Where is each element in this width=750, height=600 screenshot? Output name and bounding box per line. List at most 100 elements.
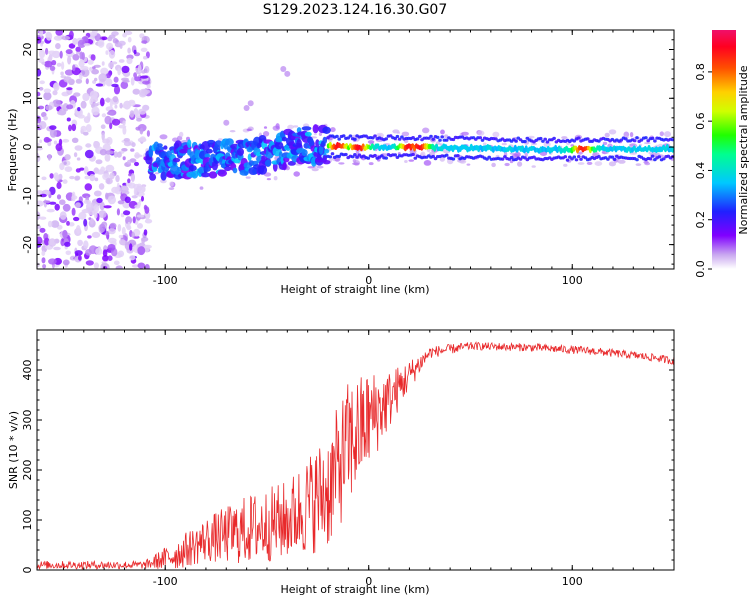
y-tick-label: 0 [21, 567, 34, 574]
noise-blob [68, 222, 75, 227]
noise-blob [137, 262, 146, 269]
noise-blob [89, 67, 93, 72]
faint-blob [482, 142, 487, 146]
noise-blob [82, 208, 88, 213]
noise-blob [123, 141, 132, 147]
noise-blob [53, 246, 61, 251]
noise-blob [140, 75, 149, 79]
noise-blob [144, 218, 153, 224]
noise-blob [128, 101, 136, 107]
noise-blob [95, 247, 103, 255]
noise-blob [89, 90, 98, 100]
noise-blob [95, 159, 103, 165]
noise-blob [102, 138, 110, 144]
faint-blob [530, 142, 538, 146]
noise-blob [124, 196, 131, 204]
noise-blob [120, 185, 129, 193]
faint-blob [466, 163, 471, 166]
noise-blob [83, 131, 89, 136]
ridge-halo [427, 136, 431, 140]
noise-blob [113, 151, 118, 158]
noise-blob [122, 33, 127, 38]
noise-blob [50, 220, 60, 228]
noise-blob [42, 264, 47, 269]
snr-ticks: -100 0 100 0 100 200 300 400 [21, 329, 675, 588]
noise-blob [105, 192, 109, 200]
faint-blob [284, 70, 291, 77]
spectrogram-heatmap [37, 30, 674, 269]
noise-blob [39, 193, 47, 198]
spectrogram-xlabel: Height of straight line (km) [280, 283, 429, 296]
noise-blob [142, 80, 151, 85]
noise-blob [54, 203, 60, 211]
faint-blob [168, 187, 175, 191]
noise-blob [85, 78, 89, 85]
faint-blob [423, 160, 432, 166]
noise-blob [59, 50, 63, 59]
noise-blob [45, 105, 53, 111]
faint-blob [318, 132, 322, 137]
faint-blob [629, 132, 634, 138]
ridge-blob [237, 147, 244, 156]
noise-blob [122, 79, 130, 83]
noise-blob [37, 225, 42, 229]
noise-blob [137, 246, 146, 256]
noise-blob [104, 97, 112, 103]
noise-blob [60, 71, 64, 76]
ridge-blob [189, 165, 197, 172]
faint-blob [524, 152, 528, 157]
noise-blob [41, 250, 46, 256]
noise-blob [95, 83, 104, 87]
noise-blob [49, 65, 56, 71]
ridge-halo [429, 134, 433, 138]
ridge-halo [563, 155, 568, 159]
faint-blob [159, 134, 168, 140]
noise-blob [93, 262, 99, 269]
noise-blob [93, 190, 102, 197]
colorbar-gradient [712, 30, 736, 269]
ridge-halo [650, 154, 655, 158]
ridge-halo [456, 154, 460, 158]
noise-blob [65, 49, 73, 55]
noise-blob [136, 118, 142, 122]
faint-blob [368, 162, 374, 166]
faint-blob [199, 186, 204, 190]
noise-blob [133, 49, 137, 55]
ridge-blob [315, 139, 320, 148]
noise-blob [53, 140, 58, 145]
noise-blob [39, 80, 45, 85]
noise-blob [64, 154, 71, 161]
ridge-halo [523, 139, 527, 144]
noise-blob [127, 221, 131, 230]
ridge-halo [384, 156, 389, 160]
ridge-halo [478, 136, 483, 140]
y-tick-label: 400 [21, 360, 34, 381]
noise-blob [47, 220, 53, 228]
noise-blob [41, 111, 47, 118]
noise-blob [67, 55, 72, 65]
faint-blob [280, 66, 287, 72]
noise-blob [57, 110, 67, 116]
noise-blob [53, 35, 63, 41]
noise-blob [108, 49, 116, 59]
ridge-halo [541, 139, 545, 143]
noise-blob [49, 125, 57, 130]
noise-blob [106, 42, 114, 51]
noise-blob [107, 255, 113, 261]
ridge-halo [662, 157, 666, 161]
faint-blob [664, 131, 671, 138]
faint-blob [608, 161, 617, 167]
ridge-halo [435, 135, 440, 139]
noise-blob [99, 149, 107, 156]
ridge-halo [440, 135, 445, 139]
noise-blob [49, 173, 54, 179]
noise-blob [68, 124, 72, 132]
noise-blob [64, 241, 71, 247]
ridge-halo [543, 137, 547, 141]
noise-blob [72, 38, 78, 45]
noise-blob [56, 62, 62, 67]
ridge-blob [315, 157, 324, 163]
noise-blob [37, 142, 40, 147]
faint-blob [509, 160, 514, 164]
